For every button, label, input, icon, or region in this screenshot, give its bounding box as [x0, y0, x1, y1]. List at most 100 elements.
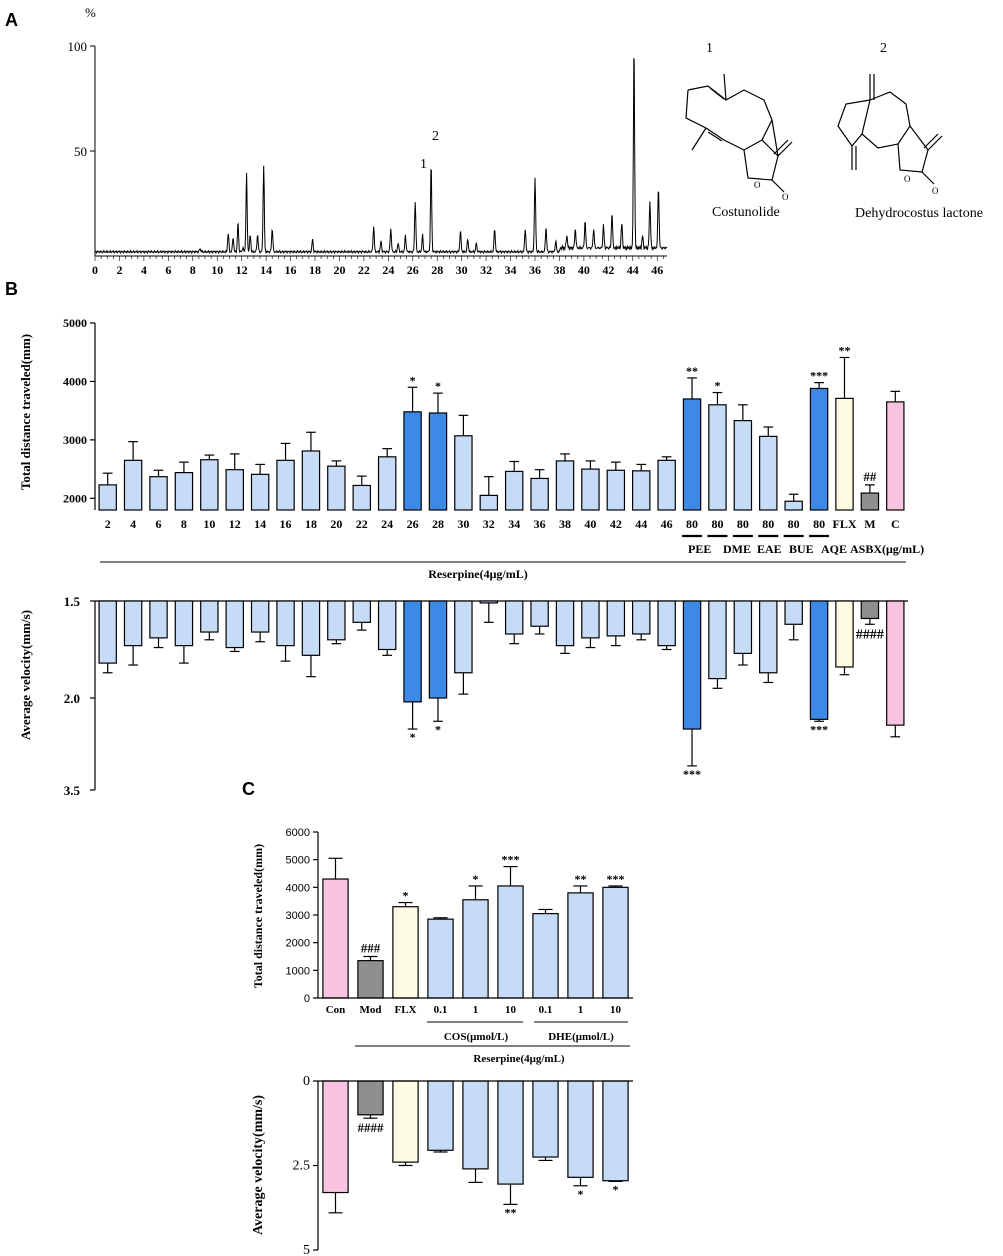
compound-2-name: Dehydrocostus lactone — [855, 206, 983, 221]
significance-mark: ** — [838, 343, 850, 357]
x-tick-label: 22 — [356, 517, 368, 531]
significance-mark: ** — [575, 872, 587, 886]
reserpine-label: Reserpine(4μg/mL) — [428, 567, 527, 581]
panel-c: C 0 1000 2000 3000 4000 5000 6000 Total distanc… — [242, 779, 633, 1256]
extract-label: EAE — [757, 542, 782, 556]
x-tick-label: 6 — [156, 517, 162, 531]
significance-mark: * — [473, 872, 479, 886]
x-tick-label: 26 — [407, 517, 419, 531]
y-tick-label: 2.0 — [64, 691, 80, 706]
svg-text:O: O — [932, 186, 939, 196]
x-tick-label: 10 — [610, 1004, 622, 1016]
bar — [327, 465, 346, 511]
reserpine-label: Reserpine(4μg/mL) — [473, 1053, 565, 1065]
x-tick-label: M — [864, 517, 875, 531]
x-tick-label: 80 — [762, 517, 774, 531]
x-tick-label: 18 — [309, 263, 321, 277]
bar — [322, 1080, 349, 1194]
bar — [149, 476, 168, 511]
y-tick-label: 3.5 — [64, 783, 81, 798]
bar — [98, 600, 117, 664]
x-tick-label: Con — [326, 1004, 346, 1016]
x-tick-label: 22 — [358, 263, 370, 277]
significance-mark: * — [613, 1182, 619, 1196]
bar — [708, 404, 727, 511]
compound-1-name: Costunolide — [712, 205, 780, 220]
significance-mark: ## — [863, 469, 877, 484]
y-axis-label: Average velocity(mm/s) — [18, 610, 33, 740]
x-tick-label: 26 — [407, 263, 419, 277]
y-tick-label: 50 — [74, 144, 87, 159]
x-tick-label: 20 — [333, 263, 345, 277]
y-tick-label: 3000 — [63, 433, 87, 447]
x-tick-label: 8 — [181, 517, 187, 531]
bar — [682, 600, 702, 730]
bar — [174, 600, 194, 647]
bar — [606, 469, 626, 511]
bar — [682, 398, 702, 511]
bar — [602, 1080, 629, 1182]
y-tick-label: 0 — [304, 993, 310, 1005]
bar — [225, 469, 244, 511]
x-tick-label: 2 — [116, 263, 122, 277]
significance-mark: #### — [358, 1120, 385, 1135]
chromatogram-axes — [94, 46, 667, 257]
dhe-label: DHE(μmol/L) — [548, 1031, 614, 1043]
compound-2-number: 2 — [880, 41, 887, 56]
bar — [428, 600, 448, 699]
bar — [567, 1080, 594, 1178]
bar — [276, 459, 295, 511]
x-tick-label: FLX — [832, 517, 856, 531]
x-tick-label: 0 — [92, 263, 98, 277]
x-tick-label: 30 — [456, 263, 468, 277]
significance-mark: *** — [502, 853, 520, 867]
extract-label: AQE — [821, 542, 847, 556]
x-tick-label: 34 — [505, 263, 517, 277]
bar — [403, 600, 422, 703]
bar — [504, 600, 524, 635]
extract-label: BUE — [789, 542, 814, 556]
bar — [377, 456, 397, 511]
x-tick-label: 40 — [578, 263, 590, 277]
bar — [200, 600, 219, 633]
x-tick-label: 80 — [711, 517, 723, 531]
panel-a-letter: A — [5, 10, 18, 30]
x-tick-label: 36 — [534, 517, 546, 531]
bar — [497, 1080, 524, 1185]
x-tick-label: 10 — [505, 1004, 517, 1016]
y-tick-label: 2.5 — [293, 1159, 311, 1174]
y-tick-label: 1000 — [286, 965, 310, 977]
y-tick-label: 6000 — [286, 827, 310, 839]
bar — [809, 387, 829, 511]
significance-mark: * — [410, 373, 416, 387]
extract-label: ASBX(μg/mL) — [850, 542, 924, 556]
significance-mark: *** — [683, 767, 701, 781]
bar — [427, 1080, 454, 1151]
x-tick-label: 1 — [473, 1004, 479, 1016]
extract-label: PEE — [688, 542, 711, 556]
bar — [98, 484, 117, 511]
x-tick-label: 2 — [105, 517, 111, 531]
y-tick-label: 5000 — [63, 316, 87, 330]
x-tick-label: 46 — [651, 263, 663, 277]
x-tick-label: FLX — [395, 1004, 417, 1016]
dehydrocostus-lactone-structure: 2 O O Dehydrocostus lactone — [837, 41, 983, 221]
y-tick-label: 3000 — [286, 910, 310, 922]
x-tick-label: 16 — [285, 263, 297, 277]
bar — [301, 450, 321, 511]
bar — [357, 1080, 384, 1116]
bar — [392, 906, 419, 999]
y-tick-label: 4000 — [286, 882, 310, 894]
significance-mark: * — [403, 889, 409, 903]
costunolide-structure: 1 O O Costunolide — [685, 41, 793, 220]
x-tick-label: 24 — [382, 263, 394, 277]
y-tick-label: 0 — [303, 1074, 310, 1089]
extract-label: DME — [723, 542, 751, 556]
x-tick-label: 38 — [553, 263, 565, 277]
x-tick-label: 24 — [381, 517, 393, 531]
bar — [149, 600, 168, 639]
y-axis-label: Total distance traveled(mm) — [251, 844, 265, 988]
bar — [377, 600, 397, 651]
bar — [886, 401, 905, 511]
